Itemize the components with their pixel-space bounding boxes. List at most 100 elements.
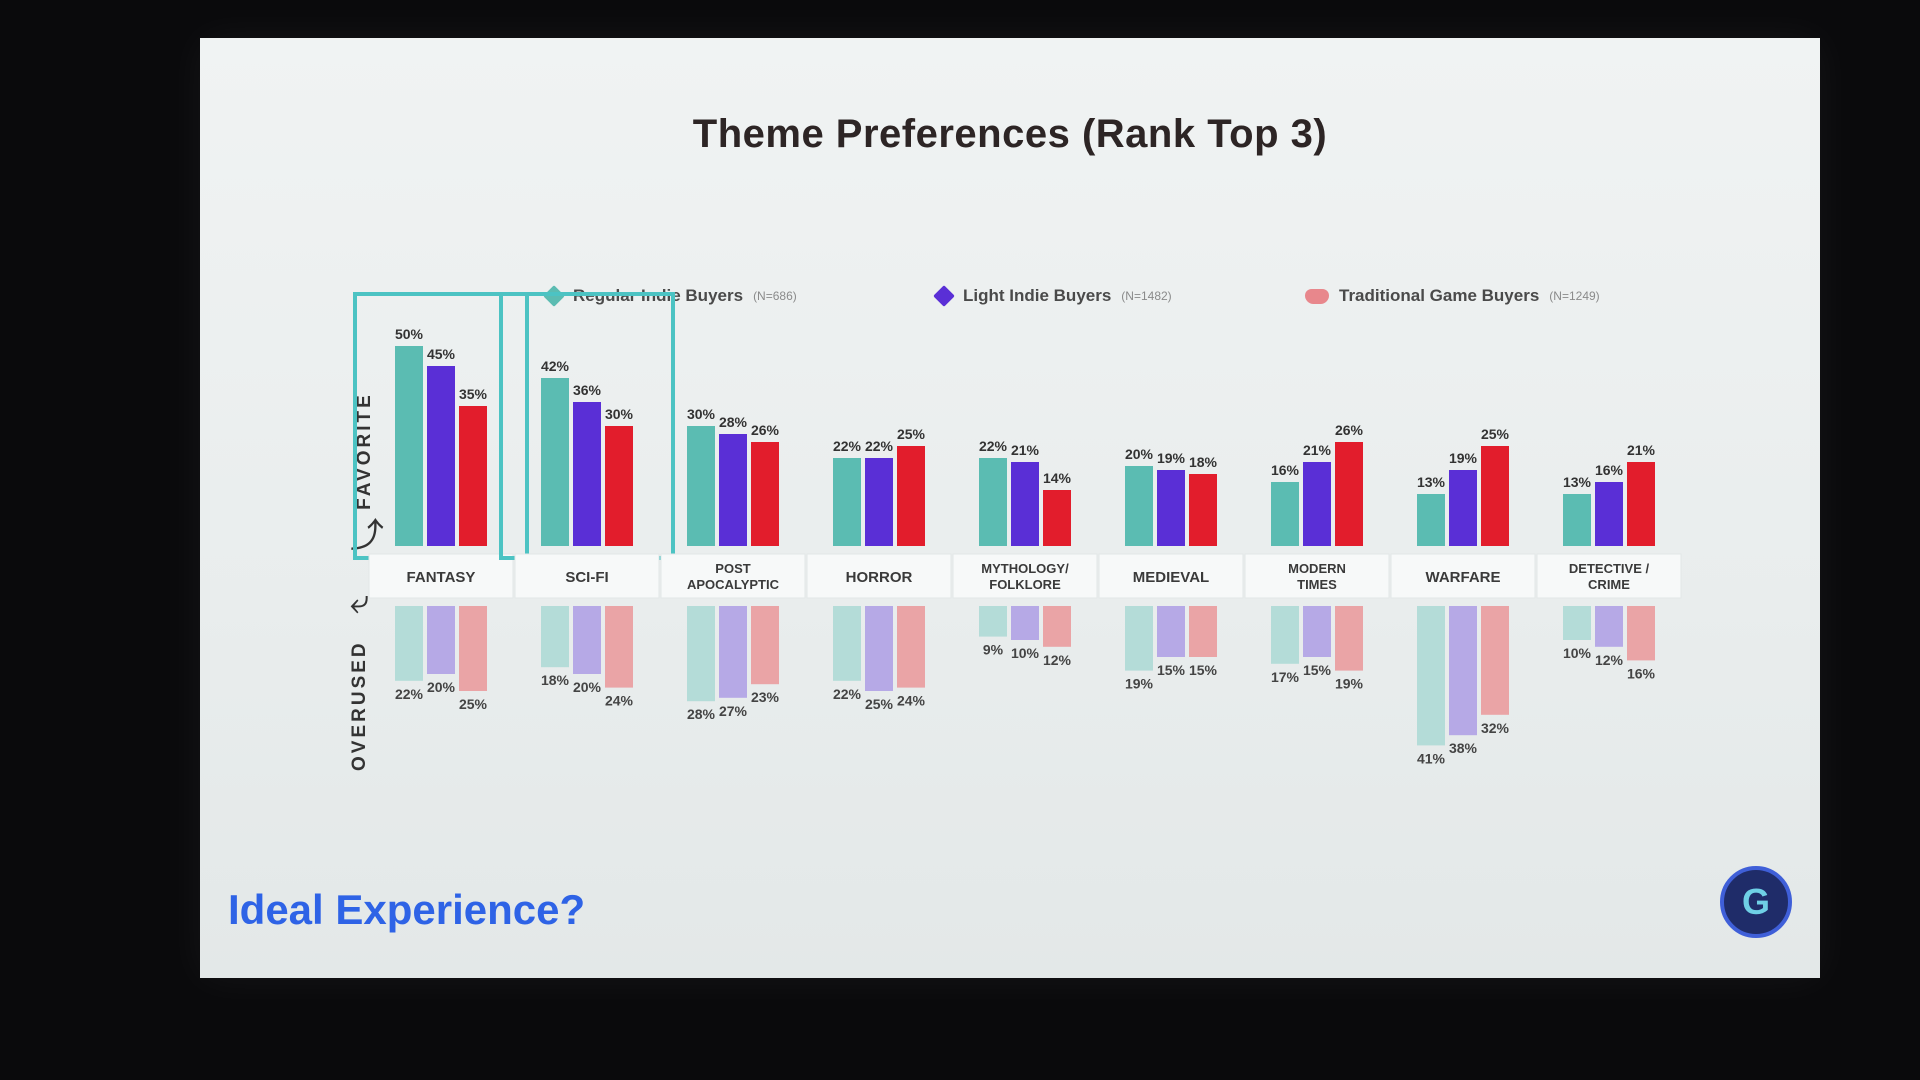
overused-data-label: 15% xyxy=(1189,662,1218,678)
overused-data-label: 9% xyxy=(983,642,1004,658)
favorite-bar xyxy=(1595,482,1623,546)
overused-bar xyxy=(1157,606,1185,657)
favorite-bar xyxy=(1627,462,1655,546)
overused-bar xyxy=(833,606,861,681)
favorite-data-label: 19% xyxy=(1449,450,1478,466)
overused-bar xyxy=(719,606,747,698)
overused-data-label: 12% xyxy=(1595,652,1624,668)
favorite-bar xyxy=(865,458,893,546)
overused-data-label: 24% xyxy=(897,693,926,709)
category-label-box xyxy=(514,553,660,599)
favorite-bar xyxy=(719,434,747,546)
favorite-data-label: 13% xyxy=(1563,474,1592,490)
overused-bar xyxy=(1335,606,1363,671)
category-label-box xyxy=(368,553,514,599)
arrow-down-icon: ⤶ xyxy=(350,583,370,621)
category-label: MODERN xyxy=(1288,561,1346,576)
gamepad-icon xyxy=(1305,288,1329,304)
favorite-data-label: 14% xyxy=(1043,470,1072,486)
overused-data-label: 22% xyxy=(833,686,862,702)
favorite-bar xyxy=(979,458,1007,546)
favorite-data-label: 42% xyxy=(541,358,570,374)
overused-data-label: 22% xyxy=(395,686,424,702)
category-label: POST xyxy=(715,561,750,576)
favorite-data-label: 21% xyxy=(1303,442,1332,458)
favorite-data-label: 21% xyxy=(1011,442,1040,458)
overused-data-label: 25% xyxy=(459,696,488,712)
overused-bar xyxy=(605,606,633,688)
favorite-bar xyxy=(1125,466,1153,546)
favorite-data-label: 45% xyxy=(427,346,456,362)
favorite-bar xyxy=(1481,446,1509,546)
overused-bar xyxy=(751,606,779,685)
category-label: DETECTIVE / xyxy=(1569,561,1650,576)
favorite-bar xyxy=(395,346,423,546)
category-label-box xyxy=(1390,553,1536,599)
overused-data-label: 28% xyxy=(687,706,716,722)
category-label-box xyxy=(1098,553,1244,599)
category-label-box xyxy=(1244,553,1390,599)
favorite-bar xyxy=(1271,482,1299,546)
overused-bar xyxy=(865,606,893,691)
slide: Theme Preferences (Rank Top 3) Regular I… xyxy=(200,38,1820,978)
overused-bar xyxy=(1125,606,1153,671)
favorite-data-label: 16% xyxy=(1595,462,1624,478)
overused-data-label: 18% xyxy=(541,672,570,688)
overused-data-label: 10% xyxy=(1563,645,1592,661)
category-label: CRIME xyxy=(1588,577,1630,592)
overused-bar xyxy=(573,606,601,674)
favorite-data-label: 22% xyxy=(833,438,862,454)
legend-item-traditional: Traditional Game Buyers (N=1249) xyxy=(1305,286,1600,306)
favorite-bar xyxy=(1011,462,1039,546)
favorite-bar xyxy=(1157,470,1185,546)
overused-data-label: 19% xyxy=(1335,676,1364,692)
overused-data-label: 41% xyxy=(1417,750,1446,766)
overused-data-label: 20% xyxy=(427,679,456,695)
favorite-bar xyxy=(751,442,779,546)
favorite-bar xyxy=(1563,494,1591,546)
legend-n: (N=1249) xyxy=(1549,289,1600,303)
favorite-bar xyxy=(687,426,715,546)
overused-bar xyxy=(1417,606,1445,746)
overused-data-label: 20% xyxy=(573,679,602,695)
favorite-bar xyxy=(605,426,633,546)
overused-bar xyxy=(979,606,1007,637)
overused-bar xyxy=(897,606,925,688)
overused-bar xyxy=(541,606,569,668)
favorite-data-label: 30% xyxy=(605,406,634,422)
favorite-data-label: 19% xyxy=(1157,450,1186,466)
favorite-bar xyxy=(427,366,455,546)
legend-n: (N=686) xyxy=(753,289,797,303)
overused-bar xyxy=(1303,606,1331,657)
overused-data-label: 10% xyxy=(1011,645,1040,661)
overused-bar xyxy=(1595,606,1623,647)
favorite-data-label: 13% xyxy=(1417,474,1446,490)
favorite-data-label: 26% xyxy=(751,422,780,438)
category-label-box xyxy=(1536,553,1682,599)
legend-label: Traditional Game Buyers xyxy=(1339,286,1540,305)
overused-data-label: 16% xyxy=(1627,665,1656,681)
category-label: FOLKLORE xyxy=(989,577,1061,592)
favorite-data-label: 25% xyxy=(1481,426,1510,442)
category-label-box xyxy=(660,553,806,599)
overused-bar xyxy=(427,606,455,674)
favorite-data-label: 18% xyxy=(1189,454,1218,470)
overused-data-label: 15% xyxy=(1303,662,1332,678)
overused-bar xyxy=(395,606,423,681)
favorite-data-label: 22% xyxy=(865,438,894,454)
category-label-box xyxy=(952,553,1098,599)
favorite-bar xyxy=(833,458,861,546)
category-label: MYTHOLOGY/ xyxy=(981,561,1069,576)
favorite-data-label: 16% xyxy=(1271,462,1300,478)
favorite-data-label: 20% xyxy=(1125,446,1154,462)
overused-data-label: 38% xyxy=(1449,740,1478,756)
logo-letter: G xyxy=(1741,881,1770,922)
favorite-bar xyxy=(541,378,569,546)
overused-bar xyxy=(1449,606,1477,736)
brand-logo: G xyxy=(1720,866,1792,938)
favorite-data-label: 21% xyxy=(1627,442,1656,458)
favorite-data-label: 26% xyxy=(1335,422,1364,438)
overused-data-label: 32% xyxy=(1481,720,1510,736)
favorite-data-label: 28% xyxy=(719,414,748,430)
